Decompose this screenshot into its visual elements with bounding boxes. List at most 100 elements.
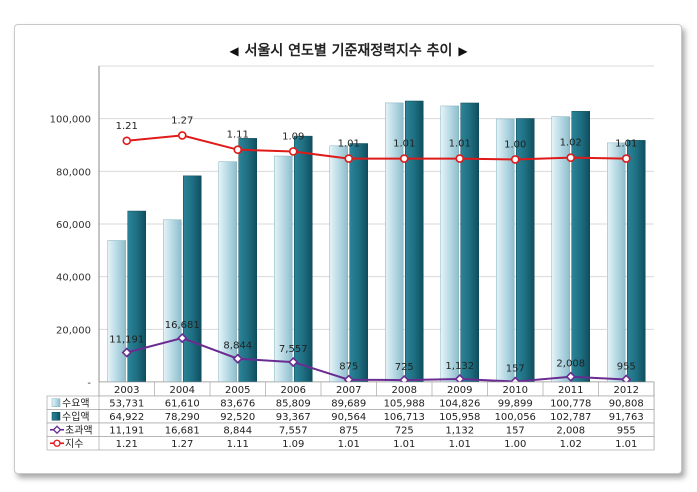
point-지수 <box>399 154 409 163</box>
table-cell: 1.01 <box>449 439 471 450</box>
table-cell: 16,681 <box>165 426 200 437</box>
table-cell: 53,731 <box>109 399 144 410</box>
right-triangle-icon: ▶ <box>458 44 468 58</box>
x-tick-label: 2003 <box>114 385 139 396</box>
table-cell: 1.09 <box>282 439 304 450</box>
table-cell: 955 <box>617 426 636 437</box>
x-tick-label: 2007 <box>336 385 361 396</box>
table-cell: 1.02 <box>560 439 582 450</box>
data-label-초과액: 157 <box>506 364 525 375</box>
data-label-초과액: 955 <box>617 361 636 372</box>
data-label-초과액: 16,681 <box>165 320 200 331</box>
data-label-지수: 1.02 <box>560 138 582 149</box>
table-cell: 1,132 <box>445 426 474 437</box>
y-tick-label: 80,000 <box>56 167 91 178</box>
table-cell: 102,787 <box>550 412 591 423</box>
data-label-지수: 1.01 <box>393 139 415 150</box>
table-cell: 8,844 <box>223 426 252 437</box>
table-cell: 90,564 <box>331 412 366 423</box>
table-cell: 1.01 <box>615 439 637 450</box>
data-label-지수: 1.01 <box>615 139 637 150</box>
table-cell: 93,367 <box>276 412 311 423</box>
data-label-지수: 1.27 <box>171 115 193 126</box>
line-초과액 <box>126 337 627 383</box>
data-label-지수: 1.11 <box>227 130 249 141</box>
table-cell: 7,557 <box>279 426 308 437</box>
x-tick-label: 2010 <box>503 385 528 396</box>
data-label-지수: 1.00 <box>504 139 526 150</box>
table-cell: 104,826 <box>439 399 480 410</box>
legend-marker-초과액 <box>52 425 62 435</box>
table-cell: 78,290 <box>165 412 200 423</box>
table-cell: 92,520 <box>220 412 255 423</box>
x-tick-label: 2012 <box>614 385 639 396</box>
table-cell: 99,899 <box>498 399 533 410</box>
point-지수 <box>621 154 631 163</box>
table-cell: 1.27 <box>171 439 193 450</box>
point-지수 <box>344 154 354 163</box>
legend-label-초과액: 초과액 <box>65 425 93 437</box>
point-지수 <box>233 145 243 154</box>
left-triangle-icon: ◀ <box>229 44 239 58</box>
point-초과액 <box>121 347 132 358</box>
data-label-지수: 1.01 <box>338 139 360 150</box>
point-지수 <box>288 147 298 156</box>
table-cell: 1.11 <box>227 439 249 450</box>
x-tick-label: 2006 <box>281 385 306 396</box>
data-label-지수: 1.01 <box>449 139 471 150</box>
bar-수입액 <box>349 143 368 383</box>
table-cell: 11,191 <box>109 426 144 437</box>
legend-key-수입액 <box>51 412 61 421</box>
data-label-초과액: 875 <box>339 362 358 373</box>
legend-label-수입액: 수입액 <box>62 410 90 423</box>
data-label-지수: 1.09 <box>282 131 304 142</box>
y-tick-label: 20,000 <box>56 325 91 336</box>
table-cell: 90,808 <box>609 399 644 410</box>
table-cell: 100,056 <box>495 412 536 423</box>
point-초과액 <box>177 332 188 344</box>
data-label-지수: 1.21 <box>116 121 138 132</box>
bar-수요액 <box>607 142 626 383</box>
data-label-초과액: 2,008 <box>556 359 585 370</box>
y-tick-label: 60,000 <box>56 220 91 231</box>
data-label-초과액: 11,191 <box>109 335 144 346</box>
table-cell: 64,922 <box>109 412 144 423</box>
table-cell: 106,713 <box>384 412 425 423</box>
table-cell: 91,763 <box>609 412 644 423</box>
data-label-초과액: 8,844 <box>223 341 252 352</box>
point-지수 <box>455 154 465 163</box>
point-초과액 <box>232 353 243 364</box>
data-label-초과액: 1,132 <box>445 361 474 372</box>
y-tick-label: 40,000 <box>56 273 91 284</box>
legend-key-수요액 <box>51 398 61 407</box>
y-tick-label: - <box>87 378 91 389</box>
legend-label-수요액: 수요액 <box>62 398 90 410</box>
x-tick-label: 2011 <box>558 385 583 396</box>
legend-marker-지수 <box>53 439 61 447</box>
table-cell: 100,778 <box>550 399 591 410</box>
line-지수 <box>126 134 627 161</box>
table-row <box>46 436 655 451</box>
table-cell: 1.01 <box>338 439 360 450</box>
bar-수요액 <box>107 240 126 383</box>
x-tick-label: 2005 <box>225 385 250 396</box>
bar-수요액 <box>163 219 182 383</box>
point-초과액 <box>288 356 299 368</box>
point-지수 <box>122 136 132 146</box>
x-tick-label: 2008 <box>392 385 417 396</box>
point-지수 <box>566 153 576 162</box>
x-tick-label: 2004 <box>170 385 195 396</box>
data-label-초과액: 7,557 <box>279 344 308 355</box>
data-label-초과액: 725 <box>395 362 414 373</box>
chart-title-text: 서울시 연도별 기준재정력지수 추이 <box>244 43 453 59</box>
bar-수입액 <box>571 111 590 383</box>
table-cell: 875 <box>339 426 358 437</box>
table-cell: 1.01 <box>393 439 415 450</box>
table-cell: 105,988 <box>384 399 425 410</box>
bar-수입액 <box>127 210 146 383</box>
x-tick-label: 2009 <box>447 385 472 396</box>
table-cell: 1.00 <box>504 439 526 450</box>
table-cell: 1.21 <box>116 439 138 450</box>
table-cell: 83,676 <box>220 399 255 410</box>
y-tick-label: 100,000 <box>50 115 91 126</box>
